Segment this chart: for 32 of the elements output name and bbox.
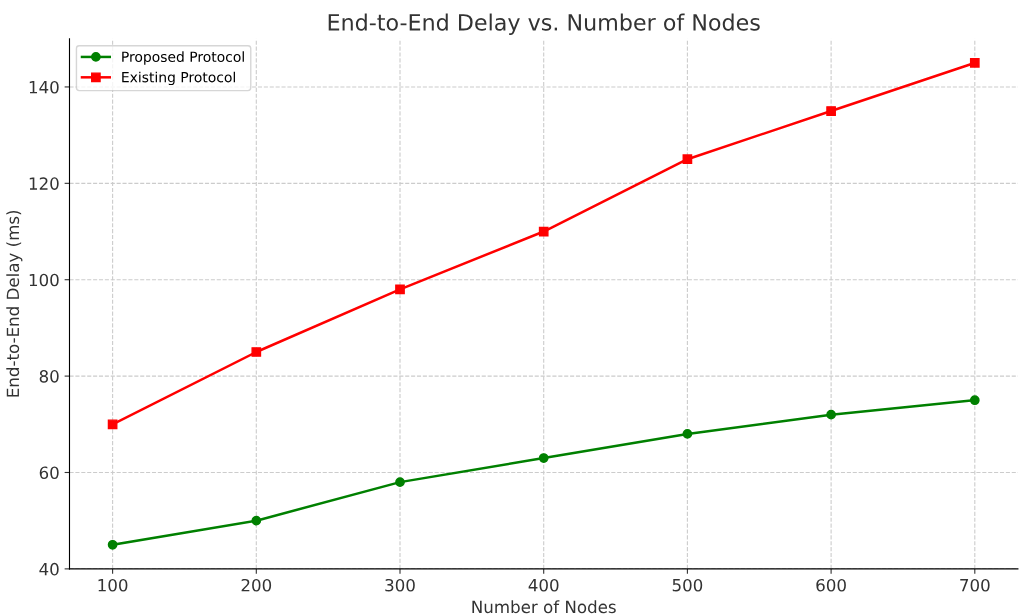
point — [682, 429, 693, 439]
x-tick-label: 700 — [960, 578, 990, 592]
x-tick-label: 600 — [816, 578, 846, 592]
point — [826, 106, 836, 116]
x-tick-label: 300 — [385, 578, 415, 592]
point — [251, 347, 262, 357]
x-tick-label: 200 — [241, 578, 272, 592]
point — [969, 395, 980, 406]
y-tick-label: 80 — [39, 370, 59, 383]
point — [107, 419, 118, 430]
y-tick-label: 140 — [29, 80, 59, 94]
point — [395, 284, 405, 295]
y-axis-title: End-to-End Delay (ms) — [6, 210, 23, 397]
point — [395, 477, 405, 487]
legend-label: Existing Protocol — [122, 71, 235, 86]
x-tick-label: 100 — [98, 578, 128, 592]
x-axis-title: Number of Nodes — [472, 600, 616, 614]
point — [969, 57, 980, 68]
point — [107, 539, 118, 550]
point — [826, 409, 836, 420]
x-tick-label: 400 — [528, 578, 559, 592]
y-tick-label: 40 — [39, 562, 59, 576]
x-tick-label: 500 — [672, 578, 703, 592]
legend-label: Proposed Protocol — [122, 51, 244, 65]
point — [538, 226, 549, 237]
y-tick-label: 120 — [29, 177, 59, 190]
point — [538, 453, 549, 463]
y-tick-label: 60 — [39, 466, 59, 480]
point — [251, 515, 262, 526]
chart-title: End-to-End Delay vs. Number of Nodes — [328, 13, 760, 36]
y-tick-label: 100 — [29, 273, 59, 287]
point — [682, 154, 693, 165]
